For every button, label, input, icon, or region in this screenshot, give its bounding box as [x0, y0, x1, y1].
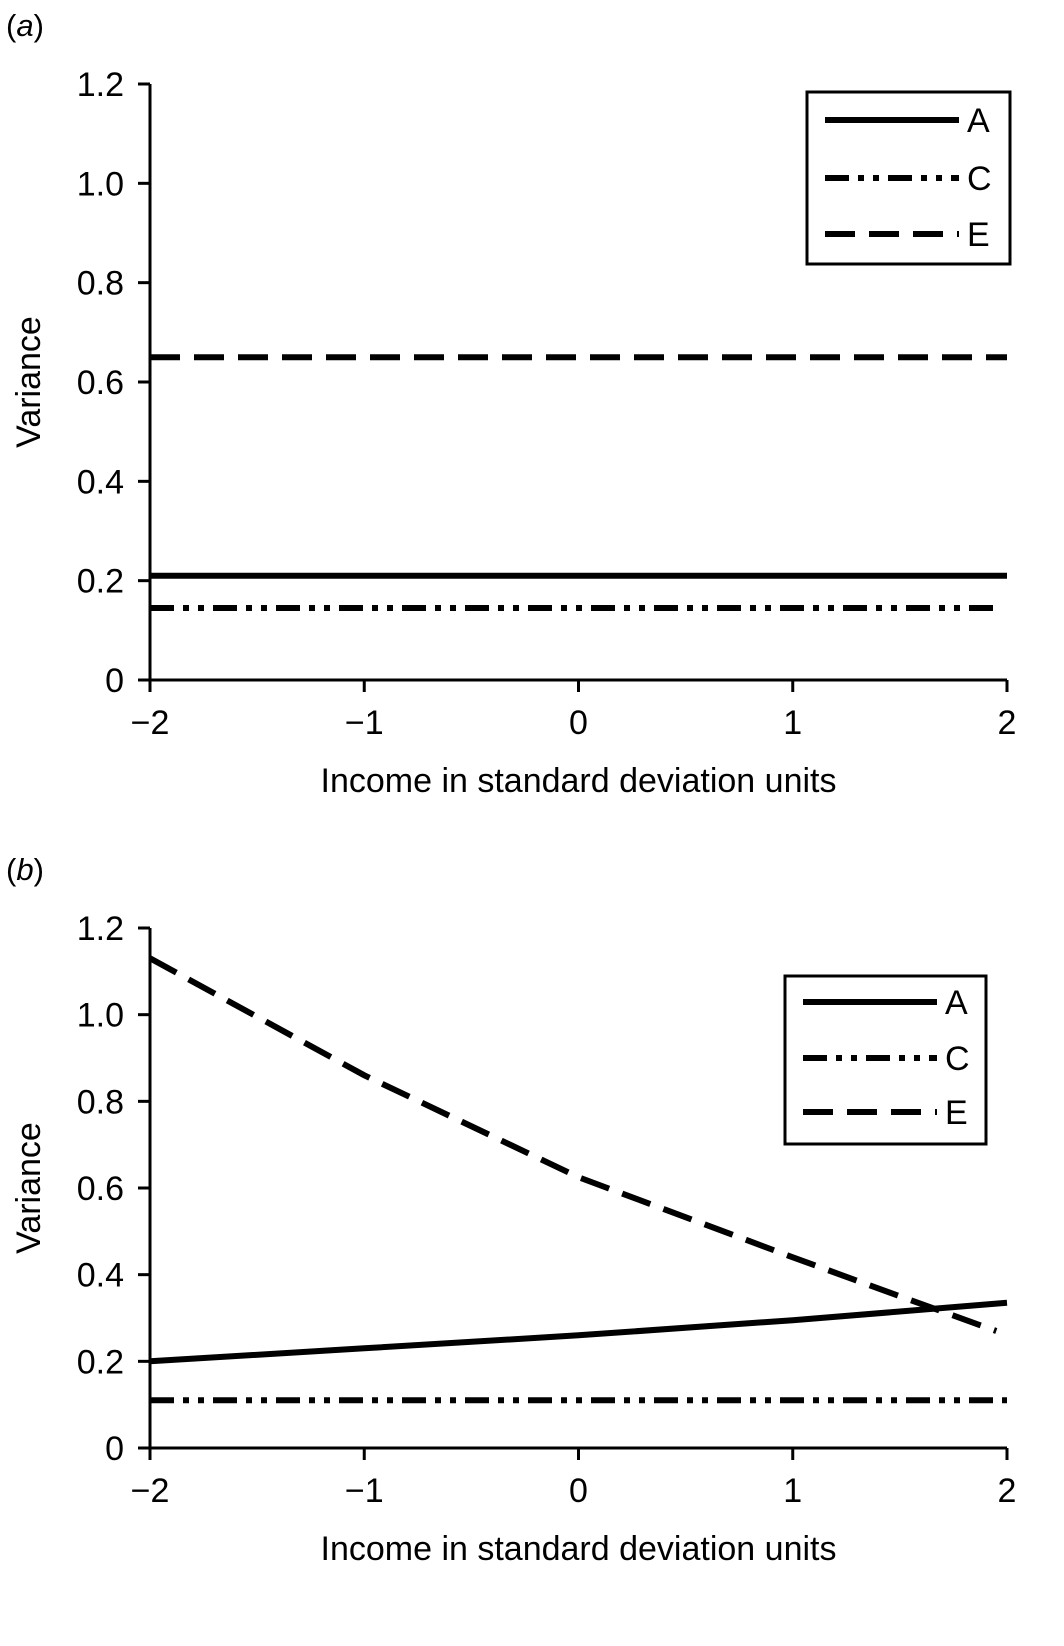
panel-label: (a) — [6, 8, 44, 43]
x-tick-label: 0 — [569, 704, 588, 742]
y-tick-label: 0 — [105, 662, 124, 700]
chart-panel-b: (b) 0 0.2 0.4 0.6 0.8 1.0 1.2 −2 −1 0 1 2 Income in s… — [6, 852, 1016, 1568]
x-tick-label: −2 — [131, 1472, 170, 1510]
y-tick-label: 1.2 — [77, 910, 124, 948]
x-tick-label: −2 — [131, 704, 170, 742]
legend-label-A: A — [967, 102, 990, 140]
x-tick-label: −1 — [345, 1472, 384, 1510]
y-tick-label: 1.0 — [77, 997, 124, 1035]
y-tick-label: 1.0 — [77, 165, 124, 203]
y-tick-label: 0.2 — [77, 563, 124, 601]
panel-label-letter: a — [16, 8, 33, 43]
legend-label-E: E — [967, 216, 990, 254]
y-tick-label: 0.4 — [77, 1257, 124, 1295]
chart-panel-a: (a) 0 0.2 0.4 0.6 0.8 1.0 1.2 −2 −1 0 1 2 Income in s… — [6, 8, 1016, 800]
y-tick-label: 1.2 — [77, 66, 124, 104]
series-line-A — [150, 1303, 1007, 1362]
x-tick-label: 2 — [998, 704, 1017, 742]
x-axis-title: Income in standard deviation units — [321, 1530, 837, 1568]
panel-label-letter: b — [16, 852, 33, 887]
y-axis-title: Variance — [10, 316, 48, 448]
legend-label-C: C — [967, 160, 992, 198]
x-axis-title: Income in standard deviation units — [321, 762, 837, 800]
y-tick-label: 0.4 — [77, 463, 124, 501]
panel-label: (b) — [6, 852, 44, 887]
legend: ACE — [785, 976, 986, 1144]
legend-label-A: A — [945, 984, 968, 1022]
legend-label-C: C — [945, 1040, 970, 1078]
y-tick-label: 0 — [105, 1430, 124, 1468]
y-tick-label: 0.8 — [77, 1083, 124, 1121]
x-tick-label: 1 — [783, 1472, 802, 1510]
y-axis-title: Variance — [10, 1122, 48, 1254]
y-tick-label: 0.8 — [77, 265, 124, 303]
x-tick-label: 1 — [783, 704, 802, 742]
y-tick-label: 0.6 — [77, 1170, 124, 1208]
y-tick-label: 0.2 — [77, 1343, 124, 1381]
x-tick-label: −1 — [345, 704, 384, 742]
x-tick-label: 0 — [569, 1472, 588, 1510]
legend: ACE — [807, 92, 1010, 264]
x-tick-label: 2 — [998, 1472, 1017, 1510]
legend-label-E: E — [945, 1094, 968, 1132]
y-tick-label: 0.6 — [77, 364, 124, 402]
